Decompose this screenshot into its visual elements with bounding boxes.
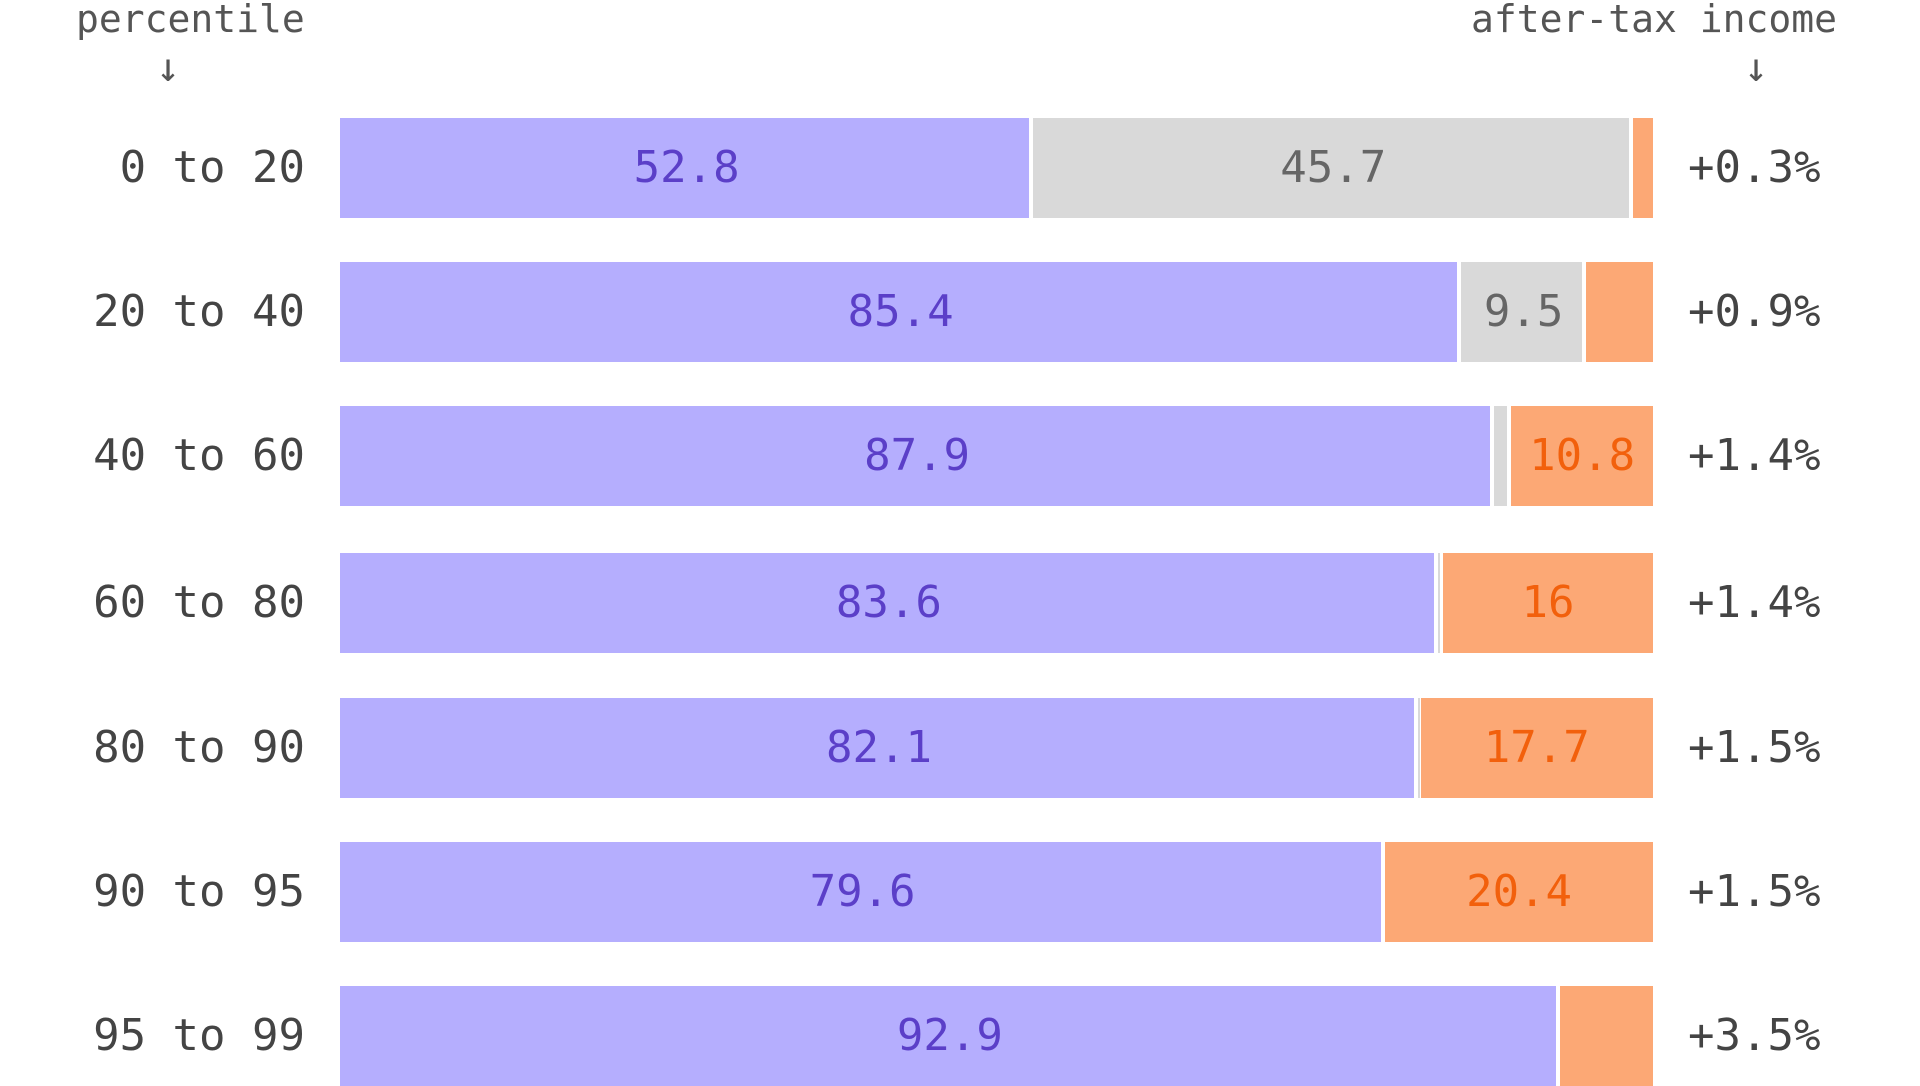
bar-3-share-a-label: 87.9	[864, 430, 971, 481]
bar-6-share-a-label: 79.6	[809, 866, 916, 917]
bar-7-share-c	[1559, 986, 1653, 1086]
bar-3-share-c	[1511, 406, 1653, 506]
bar-6-share-c	[1385, 842, 1653, 942]
bar-4-share-b	[1437, 553, 1440, 653]
income-change-4: +1.4%	[1688, 577, 1821, 628]
after-tax-income-arrow-icon: ↓	[1744, 45, 1769, 91]
bar-7-share-a-label: 92.9	[896, 1010, 1003, 1061]
after-tax-income-header: after-tax income	[1471, 0, 1838, 41]
bar-5-share-c-label: 17.7	[1483, 722, 1590, 773]
bar-5-share-a-label: 82.1	[826, 722, 932, 773]
bar-4-share-a	[340, 553, 1434, 653]
income-change-2: +0.9%	[1688, 286, 1821, 337]
bar-4-share-a-label: 83.6	[835, 577, 942, 628]
income-change-3: +1.4%	[1688, 430, 1821, 481]
row-label-4: 60 to 80	[93, 577, 305, 628]
bar-5-share-c	[1420, 698, 1653, 798]
bar-6-share-a	[340, 842, 1382, 942]
percentile-header: percentile	[76, 0, 305, 41]
bar-2-share-a-label: 85.4	[847, 286, 954, 337]
bar-1-share-a	[340, 118, 1030, 218]
bar-1-share-c	[1633, 118, 1653, 218]
bar-3-share-a	[340, 406, 1491, 506]
bar-1-share-a-label: 52.8	[633, 142, 740, 193]
bar-4-share-c-label: 16	[1521, 577, 1575, 628]
row-label-1: 0 to 20	[119, 142, 305, 193]
row-label-5: 80 to 90	[93, 722, 305, 773]
income-change-1: +0.3%	[1688, 142, 1821, 193]
bar-1-share-b-label: 45.7	[1280, 142, 1387, 193]
bar-7-share-a	[340, 986, 1556, 1086]
bar-5-share-a	[340, 698, 1414, 798]
income-change-7: +3.5%	[1688, 1010, 1821, 1061]
percentile-arrow-icon: ↓	[156, 45, 181, 91]
bar-1-share-b	[1033, 118, 1630, 218]
bar-2-share-c	[1586, 262, 1653, 362]
bar-2-share-a	[340, 262, 1458, 362]
bar-2-share-b-label: 9.5	[1483, 286, 1564, 337]
bar-3-share-c-label: 10.8	[1529, 430, 1636, 481]
row-label-7: 95 to 99	[93, 1010, 305, 1061]
bar-2-share-b	[1461, 262, 1583, 362]
income-change-5: +1.5%	[1688, 722, 1821, 773]
bar-5-share-b	[1417, 698, 1420, 798]
income-change-6: +1.5%	[1688, 866, 1821, 917]
row-label-3: 40 to 60	[93, 430, 305, 481]
row-label-2: 20 to 40	[93, 286, 305, 337]
bar-6-share-c-label: 20.4	[1466, 866, 1573, 917]
bar-4-share-c	[1442, 553, 1653, 653]
row-label-6: 90 to 95	[93, 866, 305, 917]
bar-3-share-b	[1494, 406, 1508, 506]
